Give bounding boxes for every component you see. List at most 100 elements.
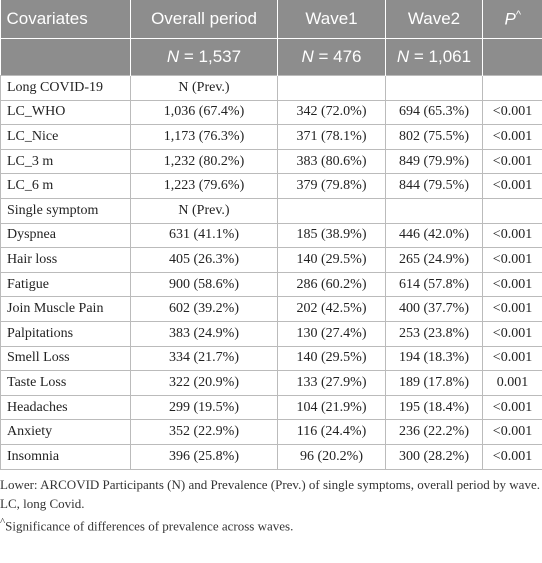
table-cell: Single symptom [0,197,131,224]
text: = 1,061 [409,47,472,66]
table-cell: N (Prev.) [130,197,278,224]
table-cell: 400 (37.7%) [385,296,483,322]
table-cell: <0.001 [482,296,542,322]
table-cell: <0.001 [482,394,542,421]
footnote: ^Significance of differences of prevalen… [0,514,540,534]
header-cell: Wave2 [385,0,483,39]
table-cell: Long COVID-19 [0,75,131,101]
table-cell: <0.001 [482,419,542,445]
table-cell: 265 (24.9%) [385,247,483,273]
subheader-cell [482,38,542,76]
table-cell: 379 (79.8%) [277,173,386,199]
table-cell: <0.001 [482,320,542,347]
table-row: LC_Nice 1,173 (76.3%) 371 (78.1%) 802 (75.5… [0,124,542,150]
table-cell: Insomnia [0,443,131,470]
italic-symbol: N [166,47,180,66]
table-cell: LC_6 m [0,173,131,199]
table-cell: 189 (17.8%) [385,370,483,396]
header-cell: Wave1 [277,0,386,39]
table-cell: 253 (23.8%) [385,320,483,347]
table-cell: 396 (25.8%) [130,443,278,470]
table-cell: <0.001 [482,148,542,175]
table-cell: 1,232 (80.2%) [130,148,278,175]
footnotes: Lower: ARCOVID Participants (N) and Prev… [0,470,542,534]
table-cell: 116 (24.4%) [277,419,386,445]
table-cell: <0.001 [482,247,542,273]
table-row: Palpitations 383 (24.9%) 130 (27.4%) 253 (2… [0,320,542,347]
subheader-cell: N = 1,537 [130,38,278,76]
table-cell: 802 (75.5%) [385,124,483,150]
text: Wave1 [305,9,358,28]
table-cell [385,75,483,101]
table-cell [482,197,542,224]
table-cell [277,75,386,101]
table-cell: 334 (21.7%) [130,345,278,372]
table-cell: 1,036 (67.4%) [130,99,278,126]
table-cell: 236 (22.2%) [385,419,483,445]
table-cell: Taste Loss [0,370,131,396]
subheader-cell: N = 1,061 [385,38,483,76]
table-cell: 614 (57.8%) [385,271,483,298]
table-row: Single symptom N (Prev.) [0,197,542,224]
table-cell: Smell Loss [0,345,131,372]
table-cell: 844 (79.5%) [385,173,483,199]
table-cell: 300 (28.2%) [385,443,483,470]
table-cell [277,197,386,224]
table-cell: <0.001 [482,271,542,298]
table-cell: <0.001 [482,173,542,199]
superscript: ^ [515,8,521,21]
header-row: Covariates Overall period Wave1 Wave2 P^ [0,0,542,39]
table-cell: 194 (18.3%) [385,345,483,372]
table-row: Insomnia 396 (25.8%) 96 (20.2%) 300 (28.2%)… [0,443,542,470]
italic-symbol: N [301,47,314,66]
table-cell: 371 (78.1%) [277,124,386,150]
table-cell: 602 (39.2%) [130,296,278,322]
header-cell: P^ [482,0,542,39]
header-cell: Covariates [0,0,131,39]
table-cell: 900 (58.6%) [130,271,278,298]
text: = 476 [313,47,362,66]
table-row: Headaches 299 (19.5%) 104 (21.9%) 195 (18.4… [0,394,542,421]
table-row: Smell Loss 334 (21.7%) 140 (29.5%) 194 (18.… [0,345,542,372]
subheader-row: N = 1,537 N = 476 N = 1,061 [0,38,542,76]
text: LC, long Covid. [0,495,85,511]
text: Covariates [6,9,88,28]
table-row: Long COVID-19 N (Prev.) [0,75,542,101]
table-cell: 185 (38.9%) [277,222,386,249]
table-cell [482,75,542,101]
table-cell: 1,223 (79.6%) [130,173,278,199]
table-cell: 133 (27.9%) [277,370,386,396]
table-cell: 342 (72.0%) [277,99,386,126]
subheader-cell: N = 476 [277,38,386,76]
table-cell: <0.001 [482,345,542,372]
table-row: Hair loss 405 (26.3%) 140 (29.5%) 265 (24.9… [0,247,542,273]
table-row: LC_WHO 1,036 (67.4%) 342 (72.0%) 694 (65.3%… [0,99,542,126]
table-cell: 195 (18.4%) [385,394,483,421]
table-cell: Hair loss [0,247,131,273]
text: = 1,537 [179,47,242,66]
table-row: Fatigue 900 (58.6%) 286 (60.2%) 614 (57.8%)… [0,271,542,298]
table-cell: 140 (29.5%) [277,247,386,273]
table-cell: Palpitations [0,320,131,347]
table-row: LC_3 m 1,232 (80.2%) 383 (80.6%) 849 (79.9%… [0,148,542,175]
table-cell: <0.001 [482,443,542,470]
table-row: Anxiety 352 (22.9%) 116 (24.4%) 236 (22.2%)… [0,419,542,445]
table-cell [385,197,483,224]
table-cell: Headaches [0,394,131,421]
table-cell: 286 (60.2%) [277,271,386,298]
table-cell: 1,173 (76.3%) [130,124,278,150]
table-cell: <0.001 [482,99,542,126]
table-cell: N (Prev.) [130,75,278,101]
table-row: Dyspnea 631 (41.1%) 185 (38.9%) 446 (42.0%)… [0,222,542,249]
table-cell: Fatigue [0,271,131,298]
text: Overall period [151,9,257,28]
table-cell: Anxiety [0,419,131,445]
table-cell: 446 (42.0%) [385,222,483,249]
superscript: ^ [0,515,6,528]
table-cell: 140 (29.5%) [277,345,386,372]
footnote: LC, long Covid. [0,495,540,512]
table-cell: 405 (26.3%) [130,247,278,273]
text: Significance of differences of prevalenc… [5,517,294,533]
table-cell: 130 (27.4%) [277,320,386,347]
